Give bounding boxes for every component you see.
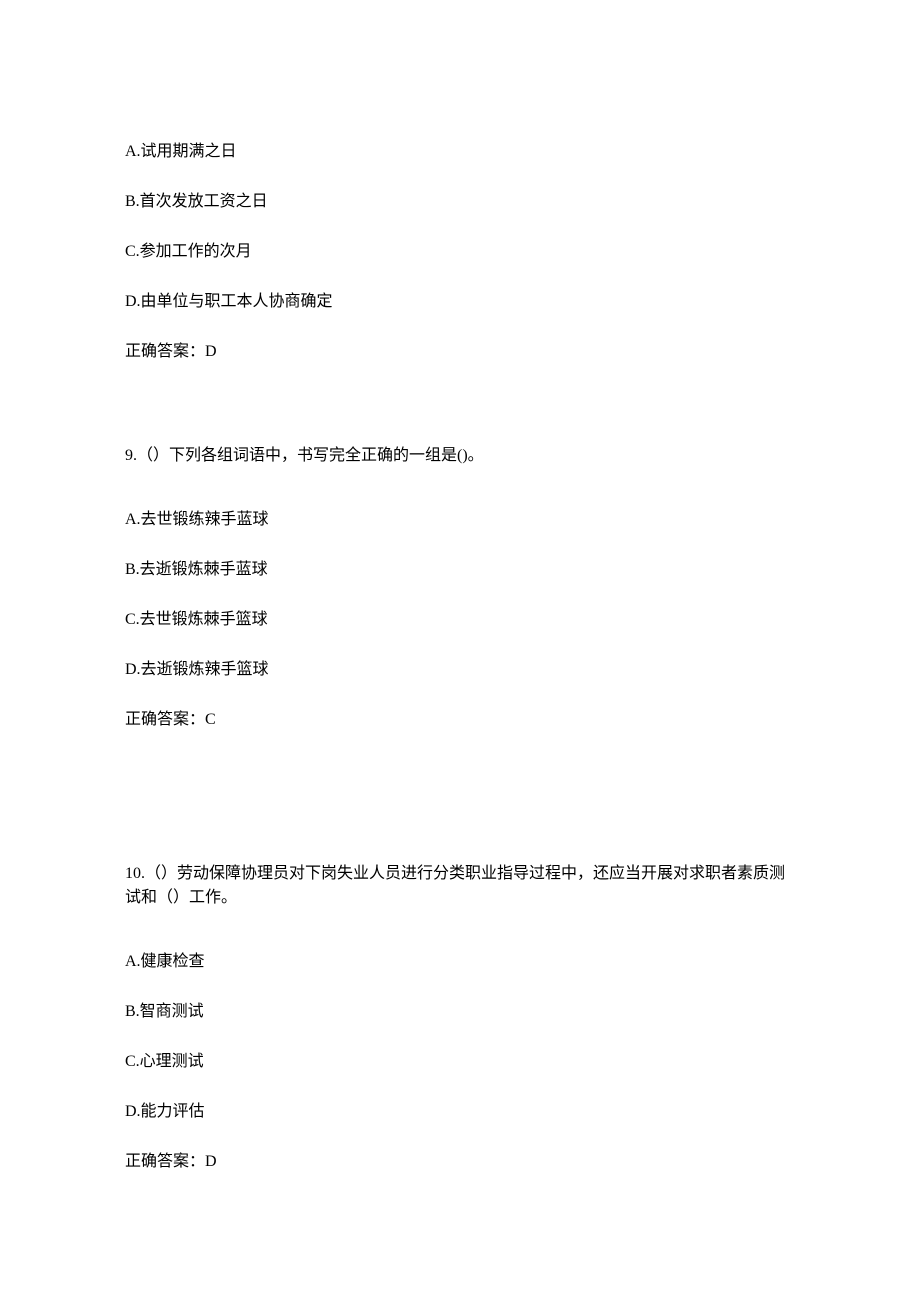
q8-option-c: C.参加工作的次月	[125, 240, 795, 264]
q8-option-d: D.由单位与职工本人协商确定	[125, 290, 795, 314]
q9-stem: 9.（）下列各组词语中，书写完全正确的一组是()。	[125, 444, 795, 468]
q8-option-b: B.首次发放工资之日	[125, 190, 795, 214]
q9-option-c: C.去世锻炼棘手篮球	[125, 608, 795, 632]
q10-option-b: B.智商测试	[125, 1000, 795, 1024]
q9-option-d: D.去逝锻炼辣手篮球	[125, 658, 795, 682]
q9-option-b: B.去逝锻炼棘手蓝球	[125, 558, 795, 582]
q10-option-a: A.健康检查	[125, 950, 795, 974]
q8-option-a: A.试用期满之日	[125, 140, 795, 164]
q8-answer: 正确答案：D	[125, 340, 795, 364]
q9-answer: 正确答案：C	[125, 708, 795, 732]
q10-stem: 10.（）劳动保障协理员对下岗失业人员进行分类职业指导过程中，还应当开展对求职者…	[125, 862, 795, 910]
q10-answer: 正确答案：D	[125, 1150, 795, 1174]
q9-option-a: A.去世锻练辣手蓝球	[125, 508, 795, 532]
q10-option-c: C.心理测试	[125, 1050, 795, 1074]
q10-option-d: D.能力评估	[125, 1100, 795, 1124]
